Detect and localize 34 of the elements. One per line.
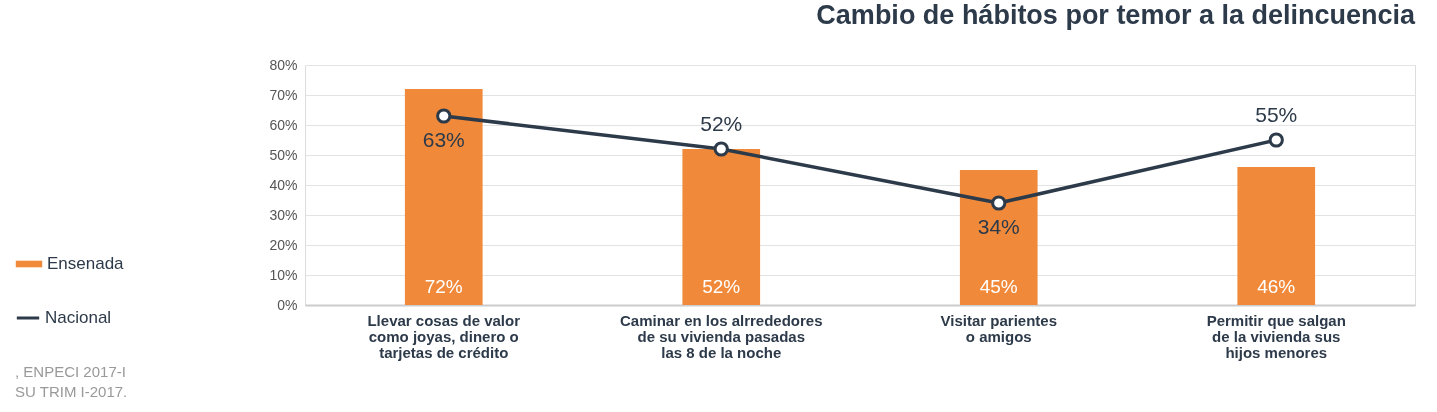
- y-tick-label: 60%: [269, 116, 298, 133]
- y-tick-label: 0%: [277, 296, 298, 313]
- data-label: 46%: [1257, 276, 1296, 297]
- y-tick-label: 40%: [269, 176, 298, 193]
- legend-label: Nacional: [45, 308, 112, 327]
- point: [1268, 132, 1284, 148]
- x-tick-label: Caminar en los alrrededores de su vivienda pasadas las 8 de la noche: [619, 311, 823, 361]
- data-label: 34%: [977, 215, 1020, 238]
- data-label: 72%: [424, 276, 463, 297]
- x-tick-label: Visitar parientes o amigos: [940, 311, 1057, 345]
- data-label: 52%: [702, 276, 741, 297]
- bar: [682, 149, 761, 305]
- y-tick-label: 80%: [269, 56, 298, 73]
- bar: [1237, 167, 1316, 305]
- chart-title: Cambio de hábitos por temor a la delincuencia: [816, 0, 1416, 30]
- y-tick-label: 10%: [269, 266, 298, 283]
- point: [991, 195, 1007, 211]
- point: [436, 108, 452, 124]
- data-label: 52%: [700, 112, 743, 135]
- text: SU TRIM I-2017.: [15, 383, 128, 400]
- x-tick-label: Llevar cosas de valor como joyas, dinero o tarjetas de crédito: [367, 311, 521, 361]
- text: , ENPECI 2017-I: [15, 363, 126, 380]
- legend-label: Ensenada: [47, 254, 125, 273]
- y-tick-label: 30%: [269, 206, 298, 223]
- x-tick-label: Permitir que salgan de la vivienda sus hijos menores: [1206, 311, 1346, 361]
- y-tick-label: 70%: [269, 86, 298, 103]
- bar: [959, 170, 1038, 305]
- point: [713, 141, 729, 157]
- y-tick-label: 50%: [269, 146, 298, 163]
- y-tick-label: 20%: [269, 236, 298, 253]
- data-label: 63%: [422, 128, 465, 151]
- data-label: 45%: [979, 276, 1018, 297]
- data-label: 55%: [1255, 103, 1298, 126]
- bar: [404, 89, 483, 305]
